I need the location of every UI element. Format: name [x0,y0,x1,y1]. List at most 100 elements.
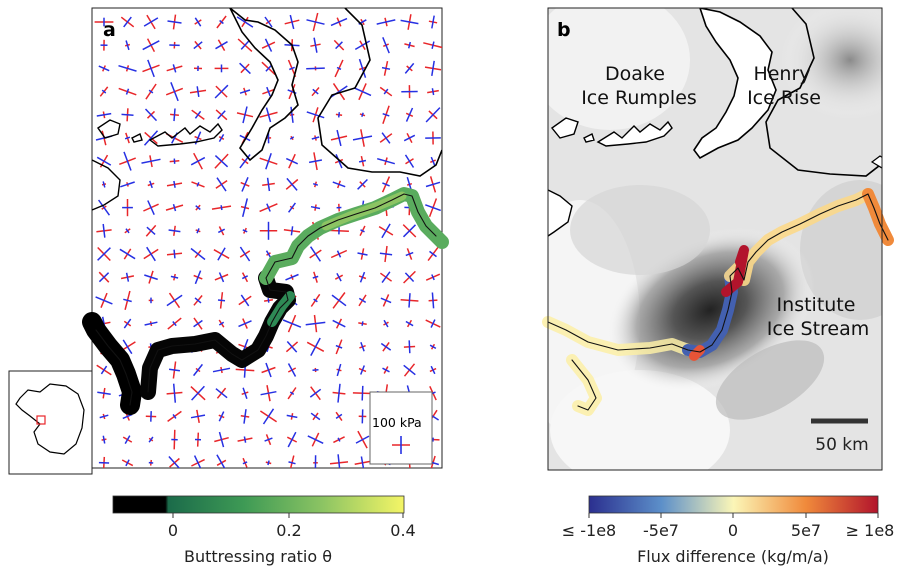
stress-cross-arm [429,344,437,350]
stress-cross-arm [376,157,396,165]
stress-cross-arm [354,40,371,51]
stress-cross-arm [194,110,202,119]
stress-cross-arm [306,111,325,119]
stress-cross-arm [194,270,202,285]
stress-cross-arm [170,275,179,279]
stress-cross-arm [285,157,299,165]
coastline-west-b [548,189,573,237]
stress-cross-arm [95,296,113,305]
stress-cross-arm [144,321,158,326]
stress-cross-arm [353,87,372,97]
stress-cross-arm [337,383,341,403]
colorbar-a: 0 0.2 0.4 Buttressing ratio θ [112,495,416,566]
stress-cross-arm [311,136,320,140]
stress-cross-arm [168,456,181,468]
stress-cross-arm [118,64,137,72]
stress-cross-arm [361,112,364,118]
stress-cross-arm [102,181,106,188]
stress-cross-arm [214,84,229,99]
stress-cross-arm [287,202,297,213]
stress-cross-arm [264,437,273,442]
stress-cross-arm [123,151,132,171]
panel-b: b Doake Ice Rumples Henry Ice Rise Insti… [542,7,894,471]
stress-cross-arm [403,134,416,142]
stress-cross-arm [147,200,155,216]
stress-cross-arm [124,136,131,140]
stress-cross-arm [383,319,389,328]
stress-cross-arm [121,113,134,116]
stress-cross-arm [266,203,271,212]
stress-cross-arm [243,409,247,424]
stress-cross-arm [357,178,368,190]
stress-cross-arm [431,15,435,29]
stress-cross-arm [310,337,321,356]
stress-cross-arm [242,387,248,399]
stress-cross-arm [286,341,298,353]
stress-cross-arm [123,318,132,329]
stress-cross-arm [285,273,299,281]
stress-cross-arm [124,435,131,444]
stress-cross-arm [402,224,417,238]
stress-cross-arm [239,246,251,262]
stress-cross-arm [265,107,272,123]
stress-cross-arm [262,408,275,425]
stress-cross-arm [382,367,390,373]
stress-cross-arm [404,62,415,74]
stress-cross-arm [195,205,201,211]
stress-cross-arm [168,229,181,233]
stress-cross-arm [337,112,341,118]
stress-cross-arm [243,436,247,443]
stress-cross-arm [265,362,272,378]
stress-cross-arm [241,198,249,217]
stress-cross-arm [265,152,272,170]
stress-cross-arm [381,66,391,70]
stress-cross-arm [170,82,179,102]
stress-cross-arm [242,106,248,124]
stress-cross-arm [335,413,343,420]
stress-cross-arm [400,19,419,25]
stress-cross-arm [352,135,373,141]
stress-cross-arm [266,177,271,192]
stress-cross-arm [360,365,365,375]
stress-cross-arm [122,339,133,355]
stress-cross-arm [125,40,130,51]
stress-cross-arm [312,275,319,279]
stress-cross-arm [173,108,176,122]
colorbar-b-tick-1: -5e7 [643,521,679,540]
stress-cross-arm [267,298,270,303]
coastline-west-a [92,159,121,211]
stress-cross-arm [196,86,200,98]
stress-cross-arm [431,274,435,281]
stress-cross-arm [172,203,177,212]
stress-cross-arm [404,272,415,283]
stress-cross-arm [336,129,342,147]
stress-cross-arm [335,154,343,169]
stress-cross-arm [289,136,295,140]
colorbar-b-label: Flux difference (kg/m/a) [637,547,829,566]
stress-cross-arm [144,274,158,281]
stress-cross-arm [266,86,271,97]
stress-cross-arm [312,368,319,372]
stress-cross-arm [215,388,228,399]
stress-cross-arm [405,107,414,122]
stress-cross-arm [358,159,367,163]
stress-cross-arm [403,364,416,376]
stress-cross-arm [282,319,302,328]
colorbar-a-tick-1: 0.2 [276,521,301,540]
stress-cross-arm [196,228,200,234]
stress-cross-arm [146,226,156,235]
stress-cross-arm [312,88,319,95]
stress-cross-arm [330,17,348,27]
stress-cross-arm [147,59,155,78]
stress-cross-arm [218,431,225,448]
stress-cross-arm [144,108,158,122]
stress-cross-arm [430,365,436,375]
stress-cross-arm [240,40,250,50]
stress-cross-arm [381,223,391,239]
stress-cross-arm [148,436,154,443]
stress-cross-arm [172,321,177,327]
panel-a: a 100 kPa [8,7,449,475]
coastline-islands-a [97,119,223,147]
stress-cross-arm [361,321,364,326]
stress-cross-grid [94,12,442,468]
